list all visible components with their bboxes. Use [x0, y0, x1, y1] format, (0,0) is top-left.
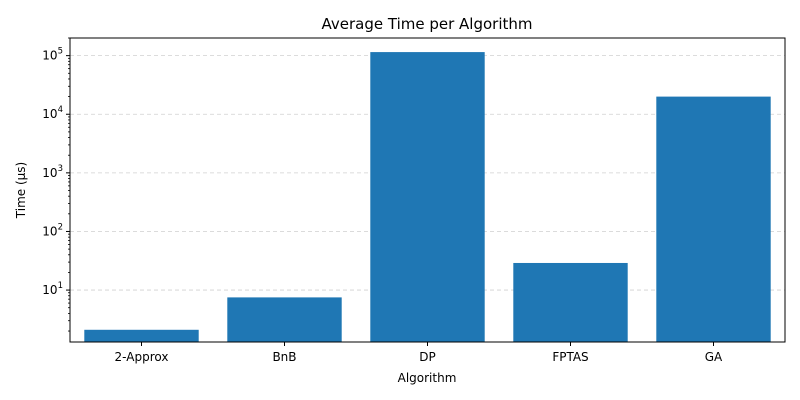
y-tick-label: 101 — [42, 281, 63, 297]
y-tick-label: 105 — [42, 47, 63, 63]
chart-title: Average Time per Algorithm — [322, 15, 533, 33]
bar-2-approx — [84, 329, 199, 342]
x-tick-label: 2-Approx — [115, 350, 169, 364]
x-tick-label: FPTAS — [552, 350, 588, 364]
bar-fptas — [513, 262, 628, 342]
bars — [84, 52, 771, 342]
bar-dp — [370, 52, 485, 342]
y-tick-label: 103 — [42, 164, 63, 180]
x-tick-label: DP — [419, 350, 435, 364]
bar-bnb — [227, 297, 342, 342]
x-tick-label: GA — [705, 350, 723, 364]
y-tick-label: 102 — [42, 222, 63, 238]
x-axis-ticks: 2-Approx BnB DP FPTAS GA — [115, 342, 723, 364]
bar-ga — [656, 96, 771, 342]
x-axis-label: Algorithm — [398, 371, 457, 385]
x-tick-label: BnB — [272, 350, 296, 364]
y-axis-ticks: 101 102 103 104 105 — [42, 37, 70, 332]
y-tick-label: 104 — [42, 105, 63, 121]
y-axis-label: Time (µs) — [14, 162, 28, 219]
